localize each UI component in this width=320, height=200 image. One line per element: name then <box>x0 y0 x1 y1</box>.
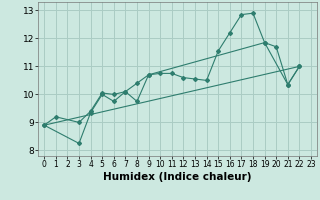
X-axis label: Humidex (Indice chaleur): Humidex (Indice chaleur) <box>103 172 252 182</box>
